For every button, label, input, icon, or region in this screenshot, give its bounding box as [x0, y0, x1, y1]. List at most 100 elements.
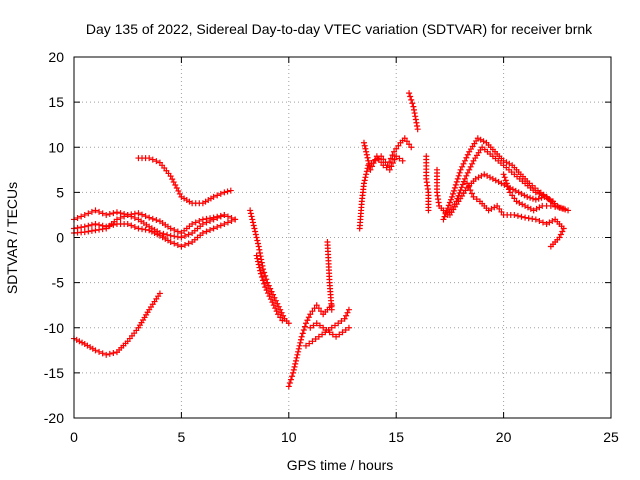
data-point	[74, 214, 81, 221]
data-point	[255, 261, 262, 268]
data-point	[214, 214, 221, 221]
data-point	[121, 213, 128, 220]
data-point	[88, 208, 95, 215]
data-point	[167, 225, 174, 232]
data-point	[273, 308, 280, 315]
data-point	[255, 258, 262, 265]
data-point	[529, 215, 536, 222]
data-point	[156, 229, 163, 236]
data-point	[550, 198, 557, 205]
data-point	[386, 158, 393, 165]
x-tick-label: 20	[496, 429, 512, 445]
data-point	[333, 333, 340, 340]
data-point	[361, 177, 368, 184]
data-point	[285, 320, 292, 327]
data-point	[360, 180, 367, 187]
data-series-arc-20	[500, 171, 572, 214]
data-point	[450, 187, 457, 194]
data-point	[153, 158, 160, 165]
data-point	[509, 192, 516, 199]
y-axis-label: SDTVAR / TECUs	[4, 182, 20, 294]
data-point	[253, 252, 260, 259]
data-point	[413, 119, 420, 126]
data-point	[167, 232, 174, 239]
data-point	[257, 270, 264, 277]
data-point	[456, 169, 463, 176]
y-tick-label: 15	[48, 94, 64, 110]
data-point	[408, 144, 415, 151]
y-tick-label: 10	[48, 139, 64, 155]
data-point	[441, 213, 448, 220]
data-point	[494, 202, 501, 209]
data-point	[103, 351, 110, 358]
data-point	[496, 205, 503, 212]
data-point	[365, 157, 372, 164]
data-point	[142, 226, 149, 233]
data-point	[272, 305, 279, 312]
data-point	[302, 342, 309, 349]
data-point	[306, 340, 313, 347]
data-point	[268, 288, 275, 295]
data-point	[146, 155, 153, 162]
data-point	[470, 193, 477, 200]
data-point	[345, 306, 352, 313]
y-tick-label: -5	[52, 275, 65, 291]
data-point	[460, 178, 467, 185]
data-point	[214, 223, 221, 230]
data-point	[279, 317, 286, 324]
data-point	[335, 320, 342, 327]
data-point	[261, 269, 268, 276]
data-point	[339, 329, 346, 336]
data-point	[174, 228, 181, 235]
data-point	[286, 380, 293, 387]
data-point	[252, 231, 259, 238]
data-point	[92, 347, 99, 354]
data-point	[270, 291, 277, 298]
data-point	[258, 256, 265, 263]
data-point	[85, 222, 92, 229]
data-point	[409, 100, 416, 107]
data-point	[291, 363, 298, 370]
data-point	[463, 172, 470, 179]
data-point	[293, 354, 300, 361]
data-point	[556, 204, 563, 211]
data-point	[300, 327, 307, 334]
data-point	[446, 199, 453, 206]
data-point	[465, 183, 472, 190]
data-point	[167, 239, 174, 246]
data-point	[425, 207, 432, 214]
data-point	[292, 357, 299, 364]
data-point	[393, 153, 400, 160]
data-point	[207, 226, 214, 233]
data-point	[328, 324, 335, 331]
data-point	[142, 213, 149, 220]
data-point	[309, 338, 316, 345]
data-point	[369, 163, 376, 170]
data-point	[294, 351, 301, 358]
data-point	[410, 103, 417, 110]
data-point	[407, 93, 414, 100]
data-point	[451, 184, 458, 191]
data-point	[290, 366, 297, 373]
data-point	[160, 230, 167, 237]
data-point	[217, 213, 224, 220]
data-point	[99, 350, 106, 357]
data-point	[264, 279, 271, 286]
data-series-arc-14	[406, 90, 421, 133]
data-point	[85, 210, 92, 217]
y-tick-label: -15	[44, 365, 64, 381]
data-point	[292, 360, 299, 367]
data-point	[442, 210, 449, 217]
data-point	[500, 171, 507, 178]
data-point	[96, 208, 103, 215]
x-tick-label: 25	[603, 429, 619, 445]
data-point	[270, 302, 277, 309]
data-point	[131, 223, 138, 230]
data-point	[224, 219, 231, 226]
data-point	[455, 172, 462, 179]
data-point	[376, 156, 383, 163]
data-point	[249, 216, 256, 223]
data-series-arc-10	[307, 320, 352, 340]
y-tick-label: -10	[44, 320, 64, 336]
data-point	[266, 293, 273, 300]
